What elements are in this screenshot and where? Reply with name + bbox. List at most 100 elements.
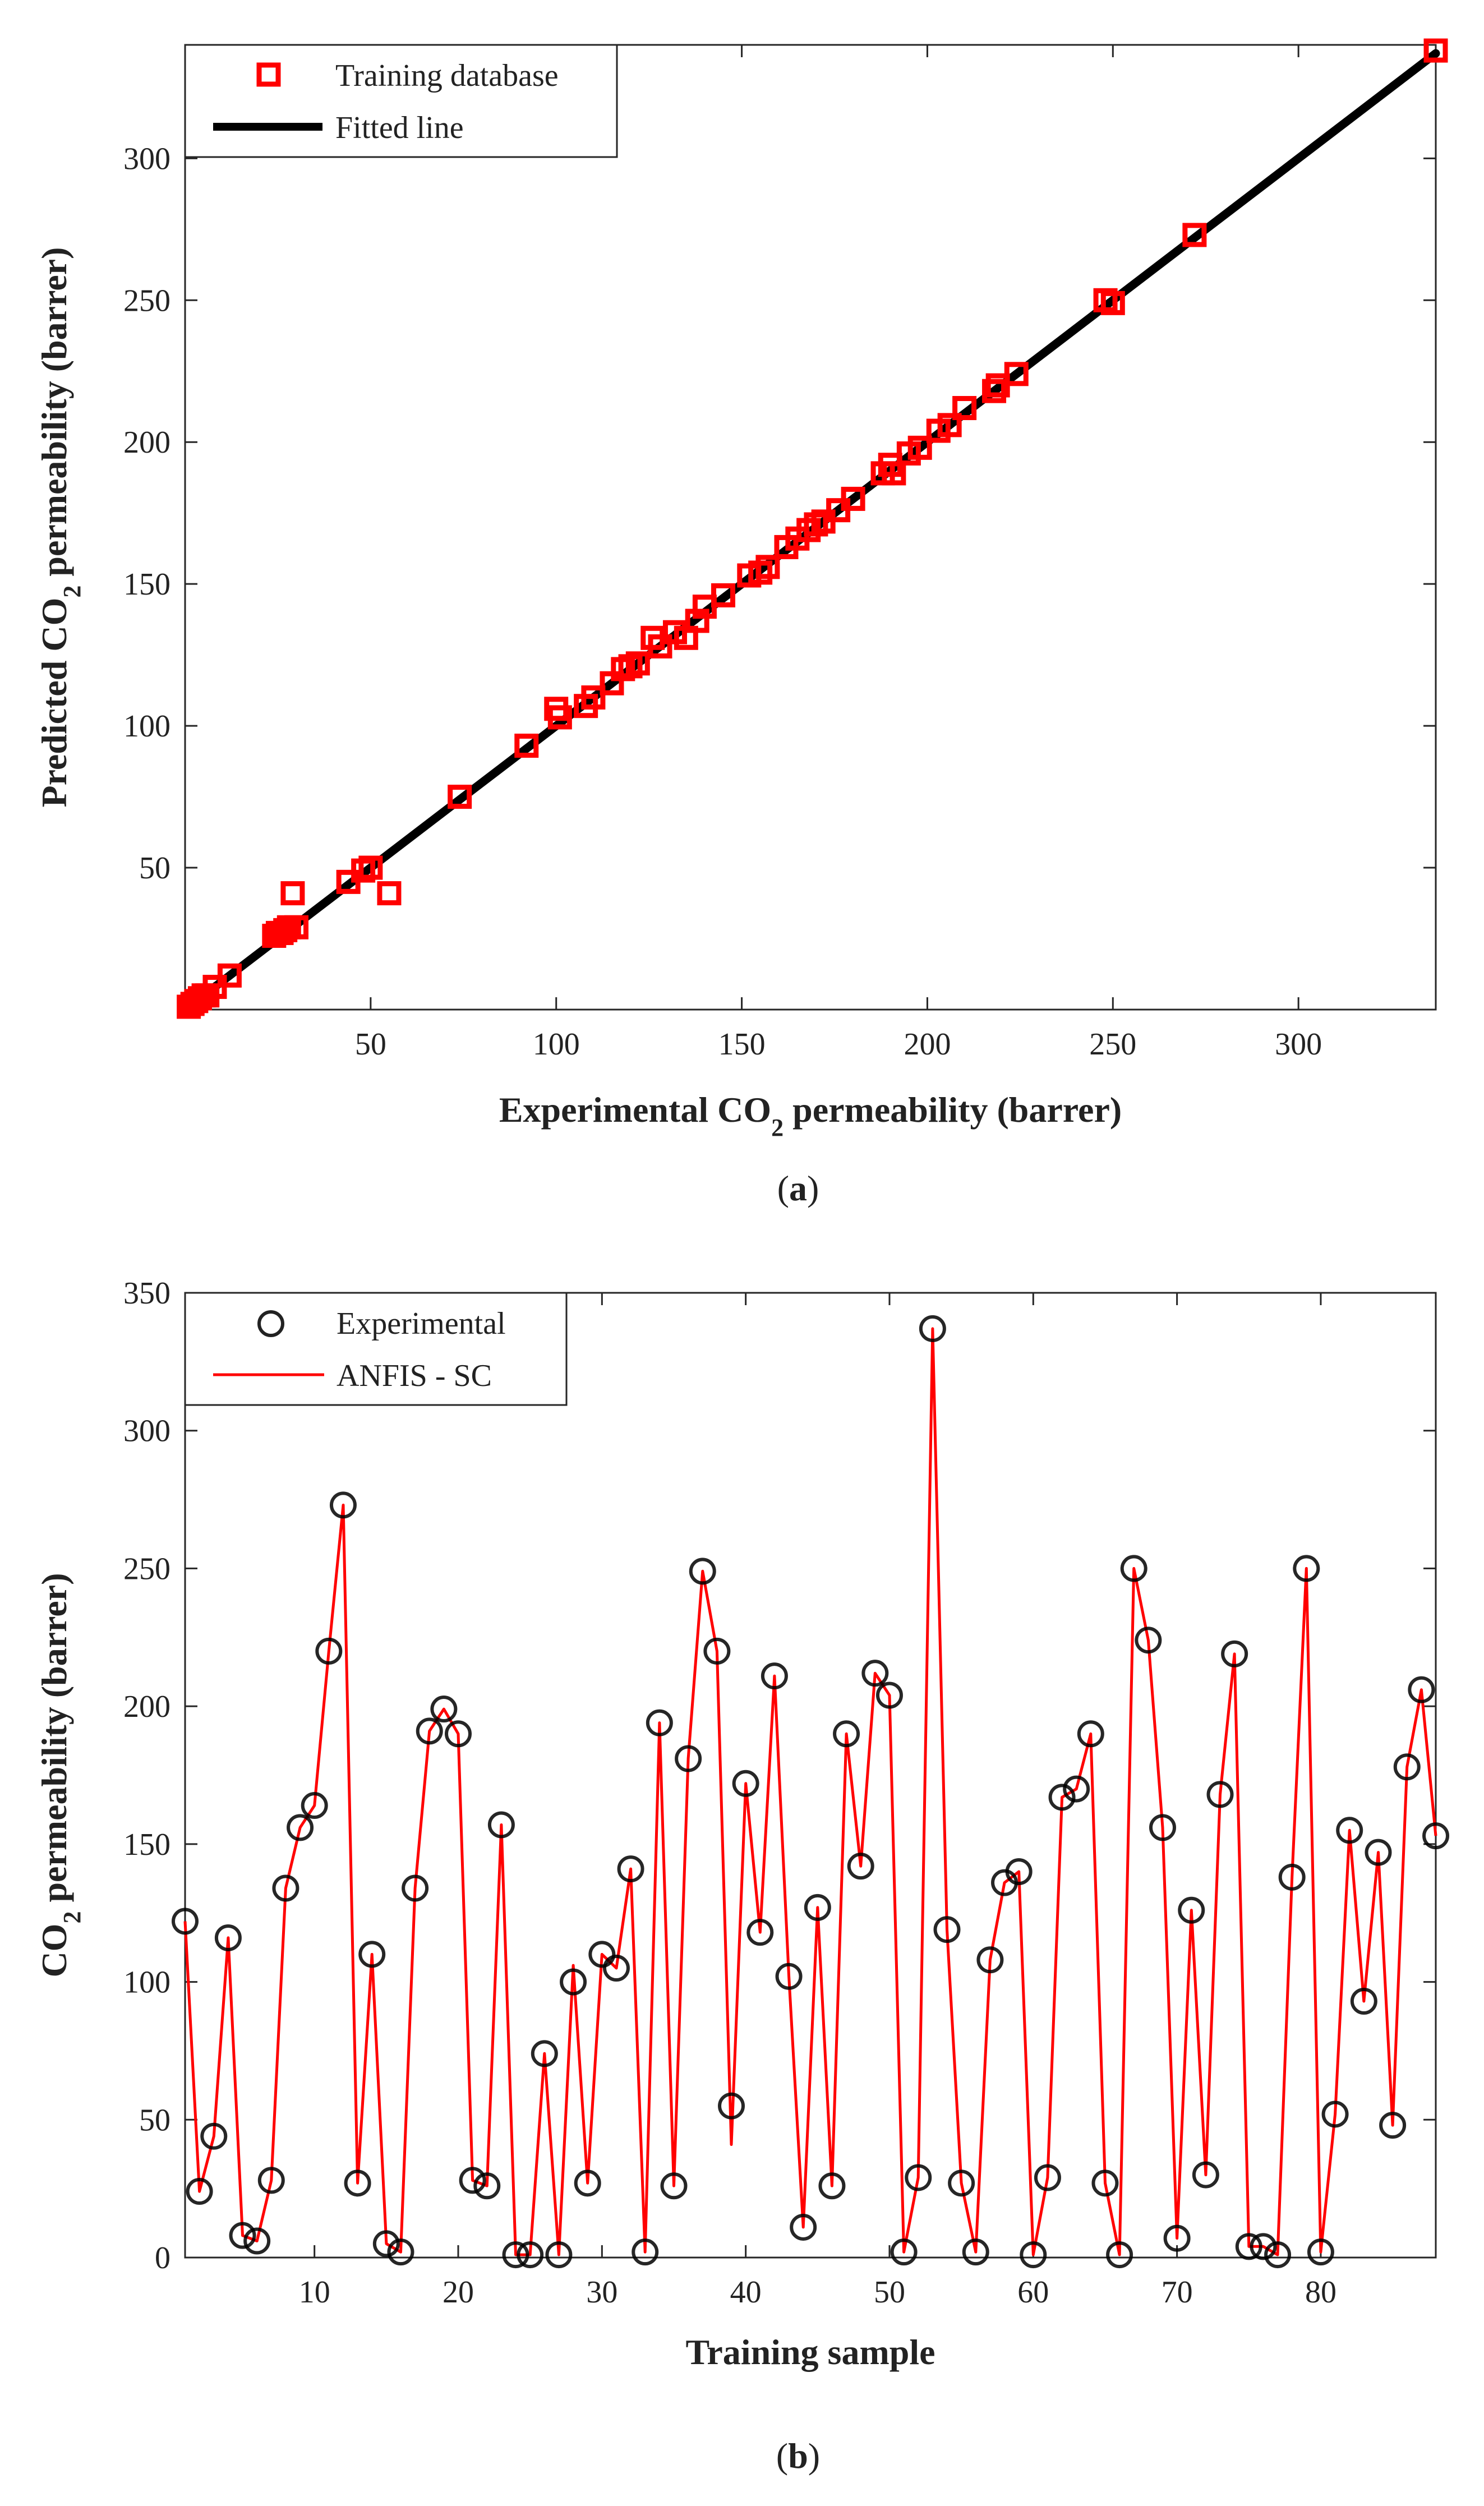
- training-point: [448, 785, 472, 809]
- training-point: [982, 379, 1007, 403]
- a-y-tick-label: 50: [139, 851, 170, 886]
- x-axis-ticks-a: 50 100 150 200 250 300: [355, 45, 1322, 1062]
- experimental-point: [531, 2040, 558, 2067]
- experimental-point: [1336, 1817, 1363, 1844]
- experimental-point: [1178, 1896, 1205, 1924]
- b-x-tick-label: 70: [1162, 2275, 1193, 2310]
- legend-circle-marker-icon: [257, 1310, 284, 1337]
- experimental-point: [1278, 1863, 1306, 1891]
- experimental-point: [459, 2167, 486, 2194]
- experimental-point: [703, 1637, 731, 1665]
- experimental-point: [358, 1941, 386, 1968]
- experimental-point: [790, 2213, 817, 2241]
- experimental-point: [675, 1745, 702, 1772]
- b-y-tick-label: 0: [155, 2241, 170, 2275]
- y-axis-ticks-b: 0 50 100 150 200 250 300 350: [123, 1276, 1436, 2275]
- experimental-point: [1350, 1987, 1377, 2015]
- experimental-point: [272, 1874, 299, 1902]
- training-point: [284, 915, 309, 939]
- b-x-tick-label: 30: [586, 2275, 617, 2310]
- b-x-tick-label: 80: [1305, 2275, 1336, 2310]
- experimental-point: [861, 1660, 889, 1687]
- experimental-point: [1250, 2233, 1277, 2260]
- training-point: [625, 651, 650, 676]
- b-y-tick-label: 200: [123, 1689, 170, 1724]
- experimental-point: [1106, 2241, 1133, 2269]
- legend-label-training: Training database: [335, 58, 559, 93]
- experimental-point: [718, 2092, 745, 2120]
- experimental-point: [775, 1963, 803, 1990]
- training-point: [907, 435, 932, 460]
- experimental-point: [919, 1315, 946, 1342]
- training-point: [358, 855, 383, 880]
- experimental-point: [487, 1811, 515, 1839]
- experimental-point: [402, 1874, 429, 1902]
- experimental-point: [473, 2172, 501, 2200]
- experimental-point: [1192, 2161, 1219, 2189]
- experimental-point: [1221, 1640, 1248, 1667]
- experimental-point: [632, 2238, 659, 2266]
- experimental-point: [1365, 1839, 1392, 1866]
- experimental-point: [329, 1491, 357, 1519]
- experimental-point: [1321, 2100, 1349, 2128]
- experimental-point: [1135, 1627, 1162, 1654]
- plot-area-b: [184, 1292, 1437, 2259]
- b-y-tick-label: 150: [123, 1827, 170, 1862]
- experimental-point: [574, 2169, 601, 2197]
- experimental-point: [875, 1682, 903, 1709]
- experimental-point: [1048, 1784, 1076, 1811]
- training-point: [1004, 362, 1029, 386]
- experimental-point: [243, 2227, 271, 2255]
- experimental-point: [186, 2178, 213, 2205]
- panel-b: 0 50 100 150 200 250 300 350 10 20 30 40 50 60 70 80 E…: [34, 1276, 1449, 2476]
- experimental-point: [1149, 1814, 1176, 1841]
- b-x-tick-label: 50: [874, 2275, 905, 2310]
- a-y-tick-label: 150: [123, 567, 170, 602]
- experimental-point: [1293, 1555, 1320, 1582]
- experimental-point: [1163, 2224, 1191, 2252]
- experimental-point: [646, 1709, 673, 1736]
- caption-b: (b): [776, 2436, 820, 2476]
- training-point: [841, 486, 865, 511]
- b-y-tick-label: 350: [123, 1276, 170, 1311]
- experimental-point: [214, 1924, 242, 1951]
- y-axis-ticks-a: 50 100 150 200 250 300: [123, 141, 1436, 886]
- training-point: [882, 461, 906, 486]
- a-x-tick-label: 300: [1275, 1027, 1322, 1062]
- experimental-point: [416, 1717, 443, 1745]
- b-y-tick-label: 100: [123, 1965, 170, 2000]
- experimental-point: [1020, 2241, 1047, 2269]
- experimental-point: [602, 1955, 630, 1982]
- legend-label-fitted: Fitted line: [335, 110, 464, 145]
- training-point: [952, 396, 977, 421]
- a-x-tick-label: 100: [533, 1027, 580, 1062]
- b-y-tick-label: 250: [123, 1551, 170, 1586]
- training-point: [547, 705, 572, 730]
- legend-label-anfis: ANFIS - SC: [337, 1358, 492, 1393]
- experimental-point: [1379, 2112, 1407, 2139]
- experimental-point: [430, 1696, 458, 1723]
- experimental-point: [761, 1662, 788, 1690]
- experimental-point: [660, 2172, 688, 2200]
- b-x-tick-label: 20: [443, 2275, 474, 2310]
- a-x-tick-label: 50: [355, 1027, 386, 1062]
- training-point: [1182, 223, 1207, 247]
- experimental-point: [1307, 2238, 1334, 2266]
- legend-box-b: [184, 1292, 568, 1406]
- experimental-point: [905, 2164, 932, 2191]
- experimental-point: [545, 2241, 573, 2269]
- experimental-point: [172, 1908, 199, 1935]
- experimental-point: [818, 2172, 846, 2200]
- b-x-tick-label: 60: [1017, 2275, 1049, 2310]
- training-point: [217, 963, 242, 988]
- experimental-point: [1408, 1676, 1435, 1703]
- experimental-point: [732, 1770, 759, 1797]
- caption-a: (a): [777, 1168, 819, 1208]
- a-y-tick-label: 100: [123, 709, 170, 744]
- a-x-tick-label: 200: [904, 1027, 951, 1062]
- training-point: [377, 881, 402, 906]
- experimental-point: [847, 1853, 874, 1880]
- experimental-point: [1422, 1822, 1449, 1850]
- experimental-point: [229, 2222, 256, 2249]
